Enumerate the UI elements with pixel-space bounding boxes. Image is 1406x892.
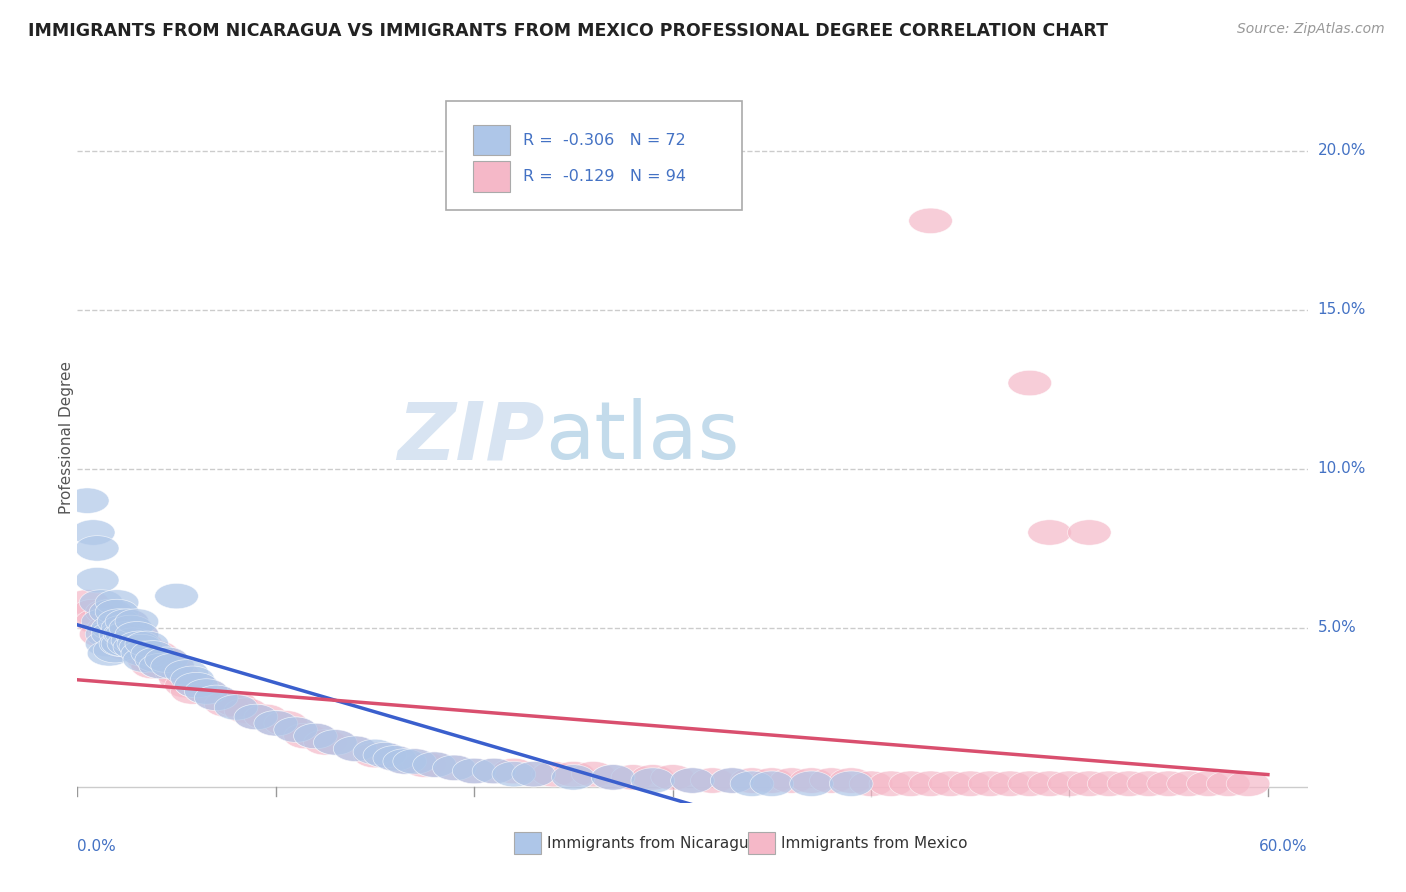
- FancyBboxPatch shape: [474, 161, 510, 192]
- Text: 0.0%: 0.0%: [77, 839, 117, 855]
- FancyBboxPatch shape: [474, 125, 510, 155]
- Text: 60.0%: 60.0%: [1260, 839, 1308, 855]
- Text: R =  -0.306   N = 72: R = -0.306 N = 72: [523, 133, 686, 147]
- Text: 10.0%: 10.0%: [1317, 461, 1365, 476]
- FancyBboxPatch shape: [515, 832, 541, 854]
- Text: 5.0%: 5.0%: [1317, 621, 1357, 635]
- Text: 15.0%: 15.0%: [1317, 302, 1365, 318]
- Text: IMMIGRANTS FROM NICARAGUA VS IMMIGRANTS FROM MEXICO PROFESSIONAL DEGREE CORRELAT: IMMIGRANTS FROM NICARAGUA VS IMMIGRANTS …: [28, 22, 1108, 40]
- FancyBboxPatch shape: [447, 101, 742, 211]
- Text: R =  -0.129   N = 94: R = -0.129 N = 94: [523, 169, 686, 184]
- Text: 20.0%: 20.0%: [1317, 144, 1365, 159]
- Y-axis label: Professional Degree: Professional Degree: [59, 360, 73, 514]
- FancyBboxPatch shape: [748, 832, 775, 854]
- Text: atlas: atlas: [546, 398, 740, 476]
- Text: Immigrants from Mexico: Immigrants from Mexico: [782, 836, 967, 851]
- Text: Immigrants from Nicaragua: Immigrants from Nicaragua: [547, 836, 758, 851]
- Text: Source: ZipAtlas.com: Source: ZipAtlas.com: [1237, 22, 1385, 37]
- Text: ZIP: ZIP: [398, 398, 546, 476]
